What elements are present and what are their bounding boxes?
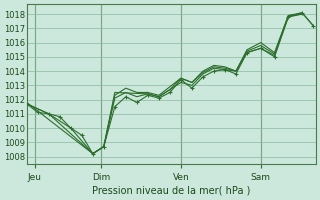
X-axis label: Pression niveau de la mer( hPa ): Pression niveau de la mer( hPa ) [92,186,251,196]
